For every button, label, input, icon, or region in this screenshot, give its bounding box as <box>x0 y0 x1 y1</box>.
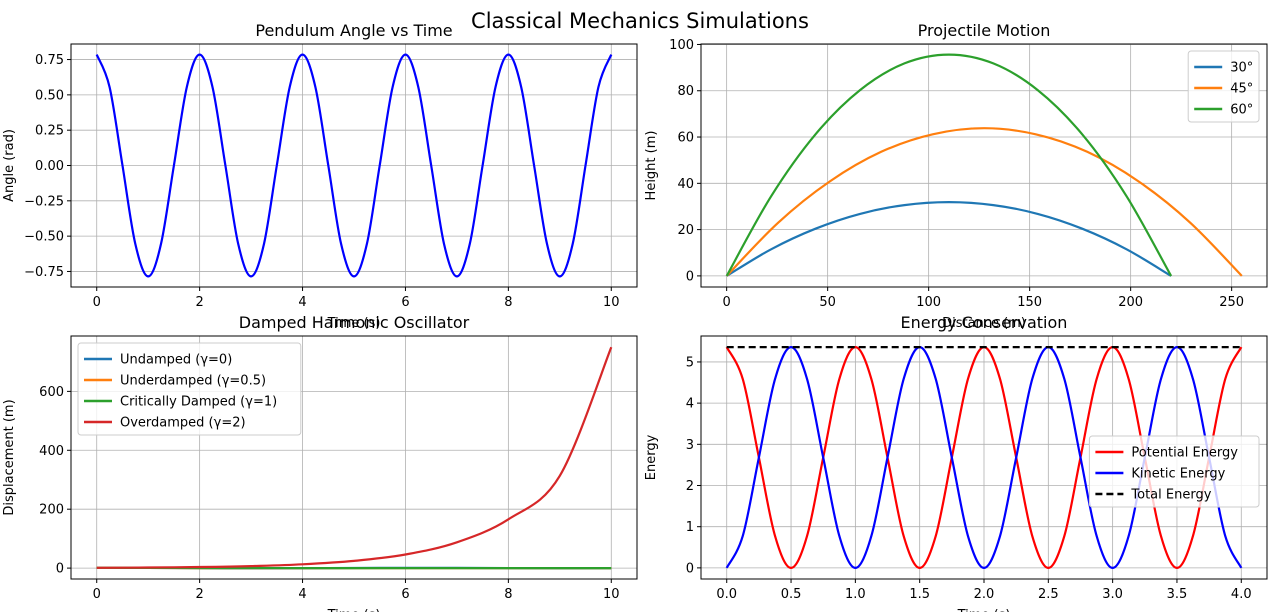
x-axis-label: Distance (m) <box>942 316 1026 331</box>
x-tick-label: 6 <box>401 587 409 602</box>
y-tick-label: 600 <box>39 385 64 400</box>
y-tick-label: 4 <box>686 397 694 412</box>
x-tick-label: 250 <box>1219 295 1244 310</box>
legend-label: 30° <box>1230 61 1253 76</box>
legend-label: 45° <box>1230 82 1253 97</box>
legend-box <box>77 342 302 436</box>
x-axis-label: Time (s) <box>327 316 381 331</box>
legend-label: Critically Damped (γ=1) <box>120 395 277 410</box>
y-axis-label: Height (m) <box>644 131 659 201</box>
y-tick-label: 0 <box>686 269 694 284</box>
y-axis-label: Displacement (m) <box>2 399 17 515</box>
x-tick-label: 3.0 <box>1102 587 1123 602</box>
legend-label: Underdamped (γ=0.5) <box>120 374 266 389</box>
chart-panel-damped-harmonic-oscillator: 0 2 4 6 8 10 0 200 400 600 Damped Harmonic Oscilla… <box>2 313 638 612</box>
legend-label: Total Energy <box>1130 488 1211 503</box>
x-tick-label: 0.0 <box>716 587 737 602</box>
x-tick-label: 2 <box>195 295 203 310</box>
y-tick-label: 0.25 <box>35 124 64 139</box>
chart-title: Energy Conservation <box>901 313 1068 332</box>
y-tick-label: 1 <box>686 520 694 535</box>
y-tick-label: 2 <box>686 479 694 494</box>
x-tick-label: 150 <box>1017 295 1042 310</box>
x-tick-label: 4 <box>298 587 306 602</box>
y-tick-label: 0 <box>686 561 694 576</box>
x-tick-label: 10 <box>603 295 620 310</box>
x-tick-label: 10 <box>603 587 620 602</box>
y-tick-label: −0.75 <box>24 265 64 280</box>
y-tick-label: 100 <box>669 38 694 53</box>
x-tick-label: 0 <box>723 295 731 310</box>
y-tick-label: −0.50 <box>24 230 64 245</box>
y-tick-label: 40 <box>677 177 694 192</box>
x-tick-label: 0 <box>93 587 101 602</box>
chart-panel-energy-conservation: 0.0 0.5 1.0 1.5 2.0 2.5 3.0 3.5 4.0 0 1 2 3 4 5 Energy … <box>644 313 1268 612</box>
y-tick-label: 5 <box>686 355 694 370</box>
y-tick-label: 20 <box>677 223 694 238</box>
figure-title: Classical Mechanics Simulations <box>471 9 809 33</box>
y-tick-label: 400 <box>39 444 64 459</box>
series-line-overdamped-2 <box>96 346 613 569</box>
x-tick-label: 8 <box>504 295 512 310</box>
series-line-kinetic-energy <box>725 346 1243 569</box>
y-tick-label: 3 <box>686 438 694 453</box>
x-tick-label: 50 <box>819 295 836 310</box>
x-tick-label: 8 <box>504 587 512 602</box>
x-tick-label: 4 <box>298 295 306 310</box>
legend-label: Undamped (γ=0) <box>120 353 232 368</box>
y-tick-label: 0.00 <box>35 159 64 174</box>
legend-label: Potential Energy <box>1131 446 1238 461</box>
x-axis-label: Time (s) <box>957 608 1011 612</box>
x-tick-label: 1.0 <box>845 587 866 602</box>
x-tick-label: 200 <box>1118 295 1143 310</box>
x-tick-label: 2 <box>195 587 203 602</box>
x-tick-label: 3.5 <box>1167 587 1188 602</box>
series-line-60 <box>725 53 1173 277</box>
legend: Undamped (γ=0) Underdamped (γ=0.5) Critica… <box>77 342 302 436</box>
legend-label: Overdamped (γ=2) <box>120 416 246 431</box>
chart-panel-projectile-motion: 0 50 100 150 200 250 0 20 40 60 80 100 Projectile Mo… <box>644 21 1268 331</box>
y-tick-label: 0.75 <box>35 53 64 68</box>
chart-title: Pendulum Angle vs Time <box>255 21 452 40</box>
legend-label: Kinetic Energy <box>1131 467 1225 482</box>
y-axis-label: Energy <box>644 434 659 480</box>
y-tick-label: 60 <box>677 131 694 146</box>
x-tick-label: 1.5 <box>909 587 930 602</box>
y-axis-label: Angle (rad) <box>2 129 17 202</box>
x-tick-label: 0 <box>93 295 101 310</box>
legend: 30° 45° 60° <box>1187 50 1260 123</box>
x-axis-label: Time (s) <box>327 608 381 612</box>
y-tick-label: 80 <box>677 84 694 99</box>
series-line-series-0 <box>95 53 613 278</box>
chart-title: Damped Harmonic Oscillator <box>239 313 470 332</box>
axes-frame <box>70 335 638 580</box>
axes-frame <box>700 43 1268 288</box>
y-tick-label: 200 <box>39 503 64 518</box>
series-line-30 <box>726 201 1172 277</box>
y-tick-label: 0 <box>56 562 64 577</box>
x-tick-label: 0.5 <box>781 587 802 602</box>
x-tick-label: 2.5 <box>1038 587 1059 602</box>
y-tick-label: 0.50 <box>35 88 64 103</box>
x-tick-label: 6 <box>401 295 409 310</box>
x-tick-label: 100 <box>916 295 941 310</box>
chart-title: Projectile Motion <box>918 21 1051 40</box>
legend-box <box>1088 435 1260 508</box>
legend-label: 60° <box>1230 103 1253 118</box>
legend: Potential Energy Kinetic Energy Total Ener… <box>1088 435 1260 508</box>
chart-panel-pendulum-angle-vs-time: 0 2 4 6 8 10 −0.75 −0.50 −0.25 0.00 0.25 0.50 0.75 Pe… <box>2 21 638 331</box>
legend-box <box>1187 50 1260 123</box>
x-tick-label: 2.0 <box>974 587 995 602</box>
x-tick-label: 4.0 <box>1231 587 1252 602</box>
y-tick-label: −0.25 <box>24 194 64 209</box>
series-line-45 <box>725 127 1243 277</box>
